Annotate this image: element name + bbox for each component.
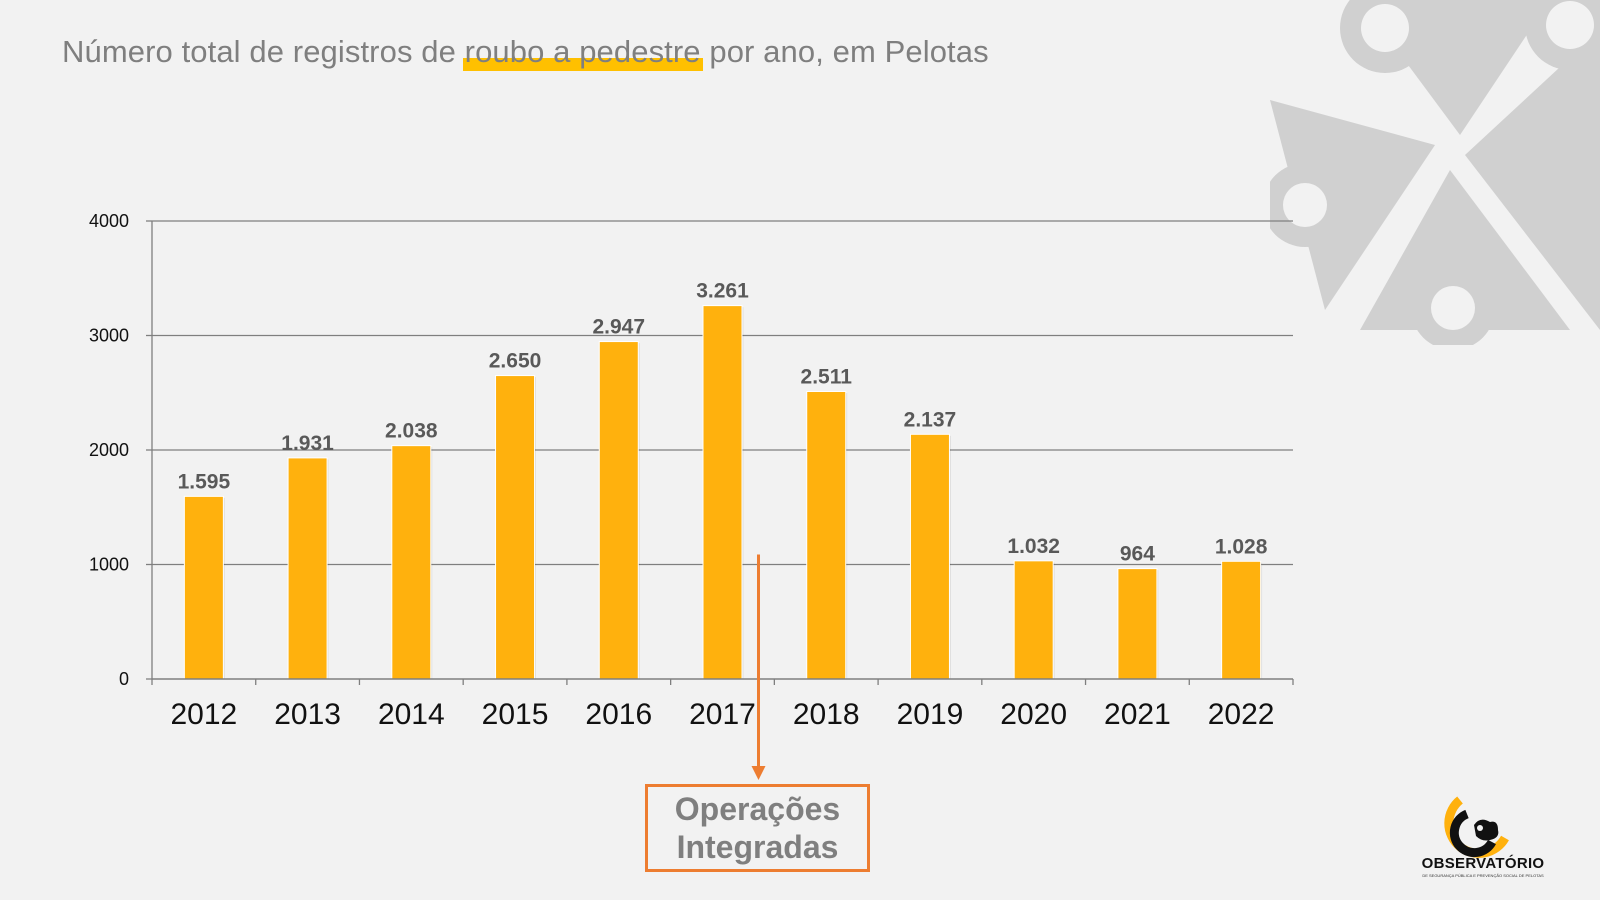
- title-text-before: Número total de registros de: [62, 34, 465, 69]
- x-tick-label: 2017: [689, 698, 756, 731]
- value-label: 1.032: [1007, 535, 1060, 558]
- bar: [1117, 568, 1158, 680]
- bar: [495, 375, 536, 680]
- bar: [287, 457, 328, 680]
- logo-name: OBSERVATÓRIO: [1421, 855, 1545, 872]
- value-label: 2.038: [385, 420, 438, 443]
- title-text-after: por ano, em Pelotas: [700, 34, 989, 69]
- annotation-box: Operações Integradas: [645, 784, 870, 872]
- watermark-star-icon: [1270, 0, 1600, 345]
- axes: [146, 220, 1294, 685]
- bar: [1013, 560, 1054, 680]
- y-tick-label: 0: [119, 669, 129, 689]
- bar: [909, 433, 950, 680]
- value-label: 2.650: [489, 350, 542, 373]
- annotation-line-2: Integradas: [676, 829, 839, 865]
- title-highlight: roubo a pedestre: [462, 34, 703, 71]
- x-tick-label: 2018: [793, 698, 860, 731]
- observatory-logo-icon: [1444, 796, 1509, 858]
- bar: [598, 341, 639, 680]
- x-tick-label: 2015: [482, 698, 549, 731]
- bars: [183, 305, 1263, 680]
- labels: 0 1000 2000 3000 4000 1.595 2012 1.931 2013 2.038…: [89, 211, 1275, 731]
- chart-title: Número total de registros de roubo a ped…: [62, 34, 989, 71]
- bar: [806, 390, 847, 680]
- bar: [391, 445, 432, 680]
- value-label: 1.595: [178, 470, 231, 493]
- annotation-arrow: [751, 554, 766, 780]
- value-label: 1.931: [281, 432, 334, 455]
- value-label: 3.261: [696, 280, 749, 303]
- x-tick-label: 2021: [1104, 698, 1171, 731]
- y-tick-label: 1000: [89, 555, 129, 575]
- y-tick-label: 2000: [89, 440, 129, 460]
- bar: [702, 305, 743, 680]
- y-tick-label: 3000: [89, 326, 129, 346]
- x-tick-label: 2016: [585, 698, 652, 731]
- bar: [183, 495, 224, 680]
- value-label: 1.028: [1215, 535, 1268, 558]
- x-tick-label: 2014: [378, 698, 445, 731]
- annotation-line-1: Operações: [674, 791, 841, 827]
- value-label: 2.511: [801, 365, 853, 388]
- value-label: 2.947: [592, 316, 645, 339]
- x-tick-label: 2013: [274, 698, 341, 731]
- title-highlight-text: roubo a pedestre: [464, 34, 701, 69]
- annotation-arrow-head: [751, 766, 766, 780]
- x-tick-label: 2020: [1000, 698, 1067, 731]
- y-tick-label: 4000: [89, 211, 129, 231]
- logo-subtitle: DE SEGURANÇA PÚBLICA E PREVENÇÃO SOCIAL …: [1422, 873, 1544, 878]
- value-label: 964: [1120, 543, 1155, 566]
- value-label: 2.137: [904, 408, 957, 431]
- bar: [1221, 560, 1262, 680]
- x-tick-label: 2012: [170, 698, 237, 731]
- x-tick-label: 2022: [1208, 698, 1275, 731]
- x-tick-label: 2019: [897, 698, 964, 731]
